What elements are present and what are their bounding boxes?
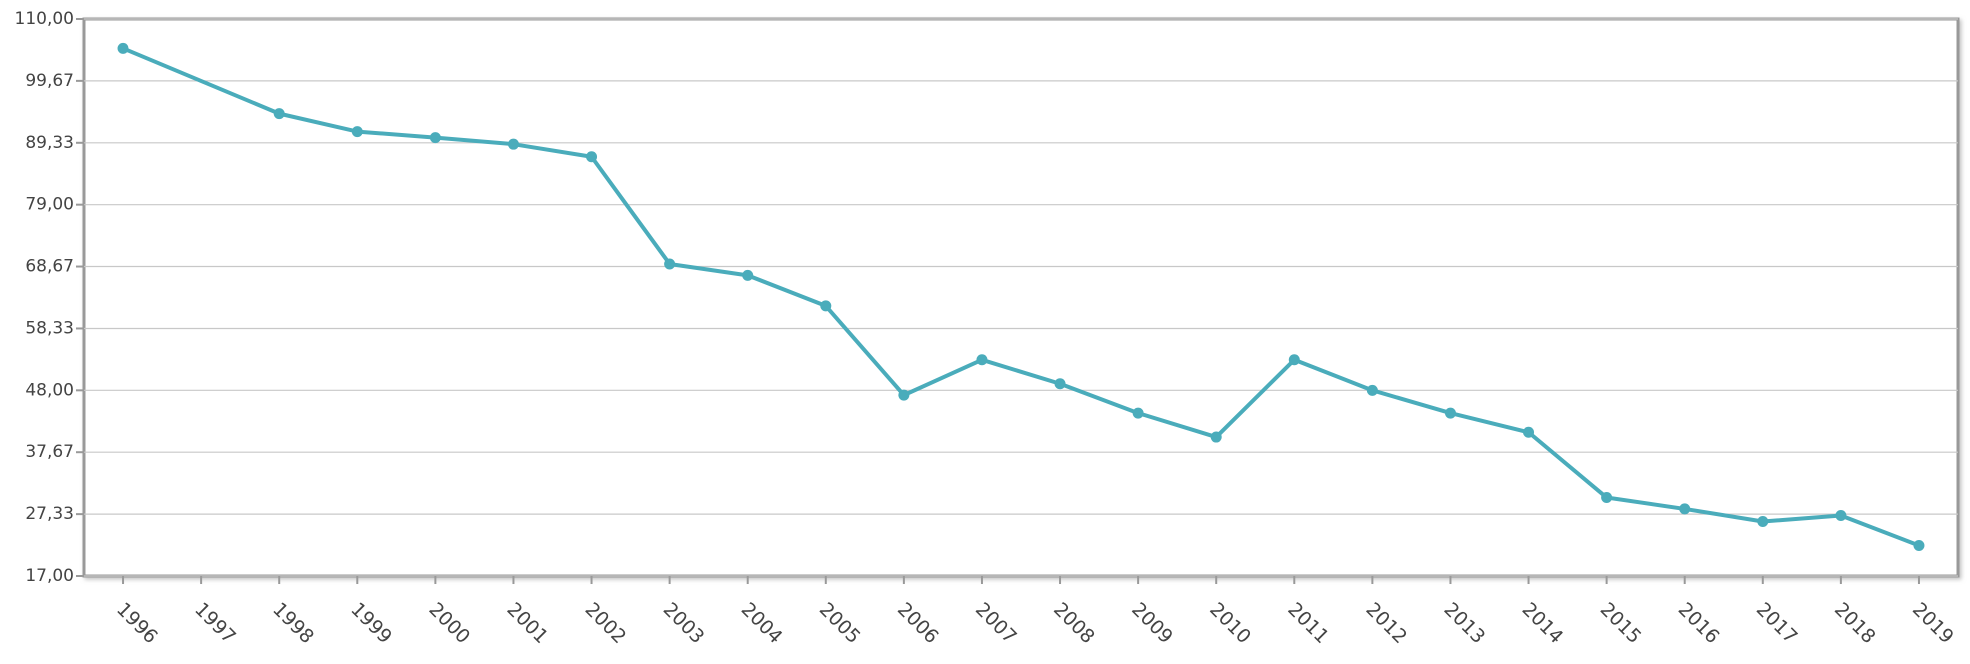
x-tick-label: 2003 <box>659 598 709 648</box>
point <box>1757 515 1769 527</box>
point <box>898 389 910 401</box>
point <box>1210 431 1222 443</box>
x-tick-label: 2009 <box>1127 598 1177 648</box>
point <box>820 300 832 312</box>
point <box>1523 426 1535 438</box>
x-tick-label: 1999 <box>346 598 396 648</box>
x-tick-label: 2013 <box>1440 598 1490 648</box>
x-tick-label: 2001 <box>503 598 553 648</box>
y-tick-label: 37,67 <box>25 442 74 462</box>
x-tick-label: 2007 <box>971 598 1021 648</box>
x-tick-label: 2011 <box>1283 598 1333 648</box>
point <box>351 126 363 138</box>
point <box>976 354 988 366</box>
point <box>1601 492 1613 504</box>
y-tick-label: 48,00 <box>25 380 74 400</box>
x-tick-label: 2012 <box>1361 598 1411 648</box>
x-tick-label: 2004 <box>737 598 787 648</box>
point <box>1054 378 1066 390</box>
x-tick-label: 2019 <box>1908 598 1958 648</box>
point <box>664 258 676 270</box>
x-tick-label: 2014 <box>1518 598 1568 648</box>
point <box>1444 407 1456 419</box>
point <box>1679 503 1691 515</box>
x-tick-label: 1996 <box>112 598 162 648</box>
x-tick-label: 2005 <box>815 598 865 648</box>
x-tick-label: 2002 <box>581 598 631 648</box>
point <box>117 42 129 54</box>
x-tick-label: 2018 <box>1830 598 1880 648</box>
x-tick-label: 2017 <box>1752 598 1802 648</box>
point <box>1835 510 1847 522</box>
x-tick-label: 1997 <box>190 598 240 648</box>
x-tick-label: 2008 <box>1049 598 1099 648</box>
y-tick-label: 68,67 <box>25 257 74 277</box>
y-tick-label: 99,67 <box>25 71 74 91</box>
y-tick-label: 17,00 <box>25 566 74 586</box>
y-tick-label: 27,33 <box>25 504 74 524</box>
x-tick-label: 2010 <box>1205 598 1255 648</box>
point <box>507 138 519 150</box>
x-tick-label: 2006 <box>893 598 943 648</box>
point <box>1288 354 1300 366</box>
y-tick-label: 110,00 <box>15 9 74 29</box>
plot-frame <box>82 17 1960 578</box>
x-tick-label: 2000 <box>424 598 474 648</box>
x-tick-label: 1998 <box>268 598 318 648</box>
y-tick-label: 58,33 <box>25 318 74 338</box>
point <box>1913 539 1925 551</box>
y-tick-label: 79,00 <box>25 195 74 215</box>
point <box>273 108 285 120</box>
x-tick-label: 2015 <box>1596 598 1646 648</box>
point <box>429 132 441 144</box>
point <box>742 269 754 281</box>
point <box>1132 407 1144 419</box>
x-tick-label: 2016 <box>1674 598 1724 648</box>
point <box>586 151 598 163</box>
point <box>1366 384 1378 396</box>
y-tick-label: 89,33 <box>25 133 74 153</box>
